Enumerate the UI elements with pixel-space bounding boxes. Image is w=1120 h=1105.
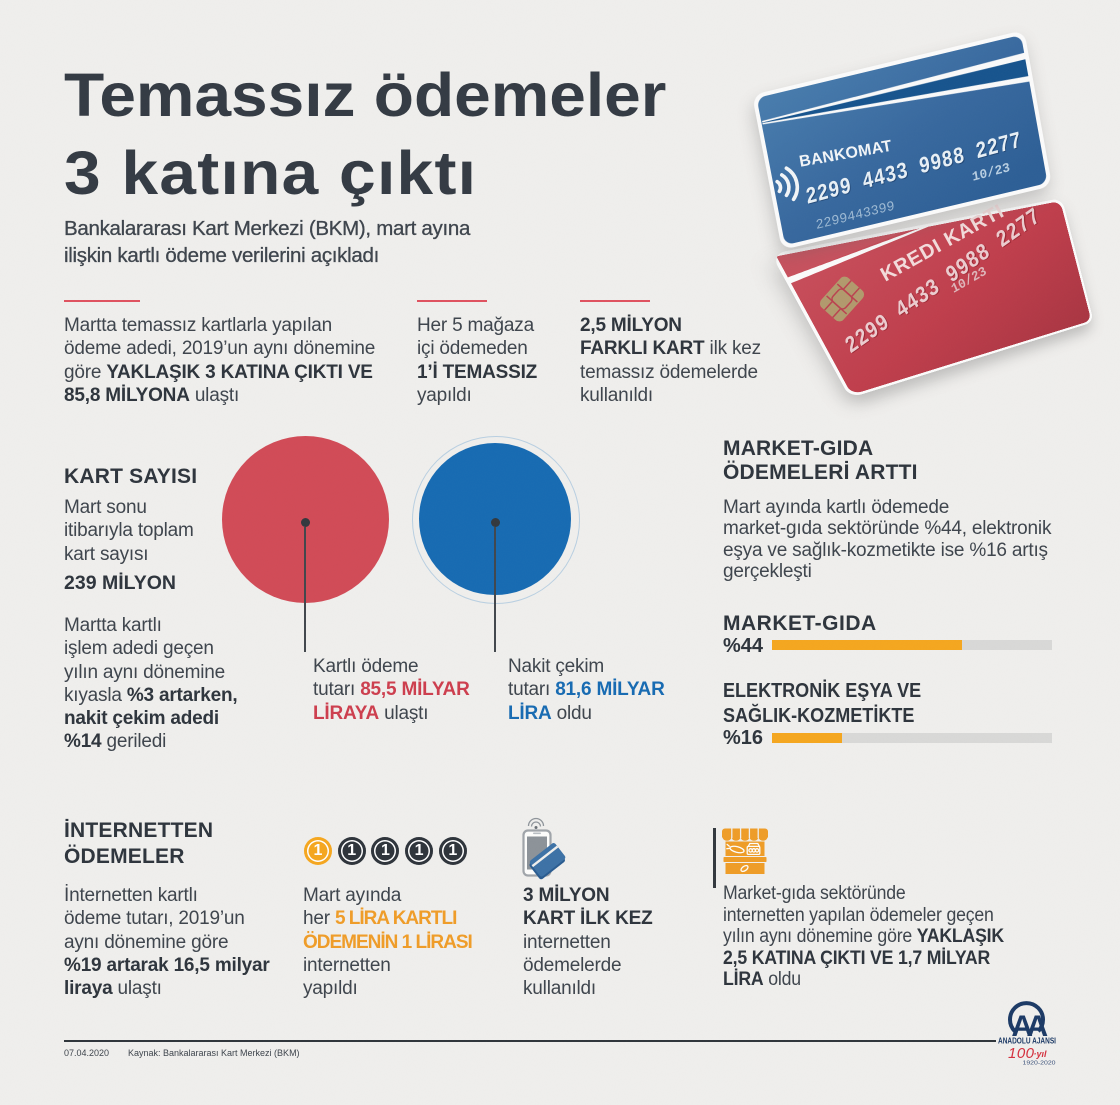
svg-text:1920-2020: 1920-2020 [1023,1061,1056,1067]
svg-text:ANADOLU AJANSI: ANADOLU AJANSI [998,1036,1056,1046]
svg-text:·yıl: ·yıl [1034,1049,1048,1059]
svg-text:100: 100 [1008,1045,1035,1062]
